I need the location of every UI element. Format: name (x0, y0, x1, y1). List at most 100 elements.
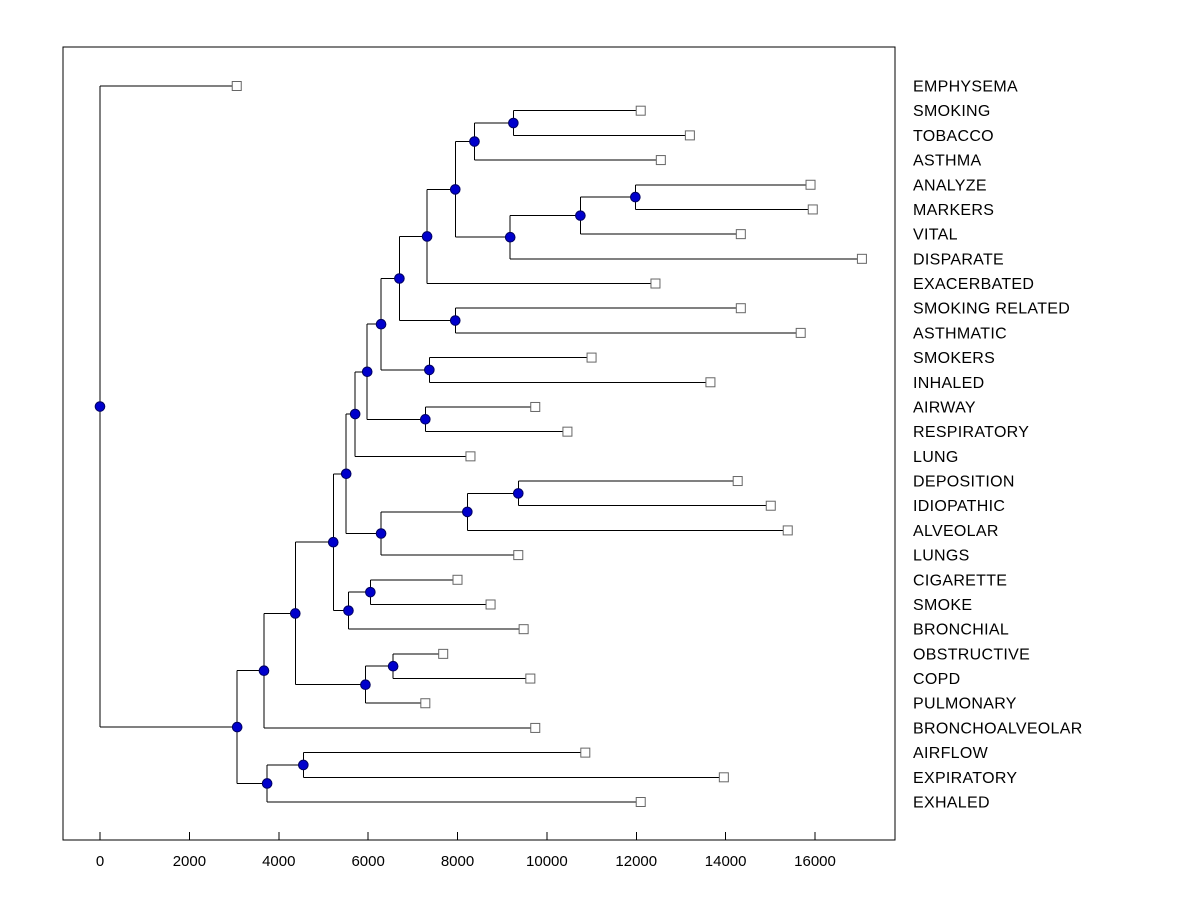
leaf-marker-square (530, 722, 541, 733)
leaf-label: IDIOPATHIC (913, 498, 1005, 515)
leaf-label: SMOKING RELATED (913, 301, 1070, 318)
leaf-marker-square (705, 377, 716, 388)
leaf-label: ASTHMATIC (913, 325, 1007, 342)
leaf-marker-square (684, 130, 695, 141)
cluster-node-marker (349, 408, 361, 420)
leaf-marker-square (856, 253, 867, 264)
leaf-label: EXACERBATED (913, 276, 1034, 293)
leaf-marker-square (807, 204, 818, 215)
leaf-marker-square (718, 772, 729, 783)
plot-box (62, 46, 896, 841)
cluster-node-marker (94, 401, 106, 412)
cluster-node-marker (449, 315, 461, 326)
leaf-marker-square (655, 155, 666, 166)
cluster-node-marker (375, 528, 387, 539)
cluster-node-marker (469, 136, 480, 147)
cluster-node-marker (289, 608, 301, 619)
leaf-label: MARKERS (913, 202, 994, 219)
leaf-label: EXPIRATORY (913, 770, 1017, 787)
leaf-marker-square (562, 426, 573, 437)
leaf-marker-square (452, 574, 463, 585)
cluster-node-marker (421, 231, 433, 242)
cluster-node-marker (504, 231, 516, 243)
leaf-marker-square (231, 81, 242, 91)
leaf-label: LUNGS (913, 548, 970, 565)
leaf-label: AIRFLOW (913, 745, 989, 762)
cluster-node-marker (387, 660, 399, 672)
leaf-label: VITAL (913, 227, 958, 244)
leaf-label: AIRWAY (913, 399, 976, 416)
leaf-marker-square (635, 105, 646, 116)
leaf-marker-square (805, 179, 816, 190)
leaf-marker-square (530, 401, 541, 412)
leaf-marker-square (586, 352, 597, 363)
leaf-marker-square (485, 599, 496, 610)
cluster-node-marker (343, 605, 354, 616)
leaf-label: ASTHMA (913, 153, 981, 170)
leaf-label: EXHALED (913, 795, 990, 812)
x-tick-label: 2000 (173, 853, 206, 870)
leaf-label: BRONCHIAL (913, 622, 1009, 639)
leaf-marker-square (735, 303, 746, 314)
cluster-node-marker (361, 366, 373, 378)
cluster-node-marker (258, 665, 270, 677)
leaf-label: LUNG (913, 449, 959, 466)
leaf-label: SMOKERS (913, 350, 995, 367)
leaf-marker-square (518, 624, 529, 635)
leaf-label: INHALED (913, 375, 984, 392)
leaf-marker-square (438, 648, 449, 659)
leaf-marker-square (782, 525, 793, 536)
leaf-marker-square (420, 698, 431, 709)
cluster-node-marker (360, 679, 371, 691)
leaf-label: OBSTRUCTIVE (913, 646, 1030, 663)
cluster-node-marker (512, 488, 524, 499)
leaf-marker-square (765, 500, 776, 511)
leaf-label: EMPHYSEMA (913, 79, 1018, 96)
cluster-node-marker (575, 210, 586, 221)
leaf-marker-square (635, 797, 646, 807)
cluster-node-marker (298, 759, 309, 771)
leaf-marker-square (513, 550, 524, 561)
leaf-label: ALVEOLAR (913, 523, 999, 540)
cluster-node-marker (630, 191, 641, 203)
leaf-marker-square (465, 451, 476, 462)
cluster-node-marker (449, 184, 461, 195)
leaf-label: RESPIRATORY (913, 424, 1029, 441)
x-tick-label: 6000 (351, 853, 384, 870)
cluster-node-marker (394, 273, 405, 284)
cluster-node-marker (424, 364, 435, 376)
cluster-node-marker (231, 721, 243, 733)
x-tick-label: 14000 (705, 853, 747, 870)
leaf-label: SMOKE (913, 597, 972, 614)
x-tick-label: 8000 (441, 853, 474, 870)
x-tick-label: 10000 (526, 853, 568, 870)
leaf-label: TOBACCO (913, 128, 994, 145)
leaf-marker-square (580, 747, 591, 758)
leaf-label: SMOKING (913, 103, 991, 120)
cluster-node-marker (365, 586, 376, 598)
leaf-marker-square (525, 673, 536, 684)
leaf-marker-square (735, 229, 746, 240)
leaf-label: COPD (913, 671, 960, 688)
cluster-node-marker (462, 506, 473, 518)
x-tick-label: 4000 (262, 853, 295, 870)
leaf-marker-square (795, 327, 806, 338)
cluster-node-marker (261, 778, 273, 789)
leaf-label: BRONCHOALVEOLAR (913, 720, 1083, 737)
cluster-node-marker (375, 318, 387, 330)
leaf-label: PULMONARY (913, 696, 1017, 713)
cluster-node-marker (420, 414, 431, 425)
cluster-node-marker (327, 536, 339, 548)
cluster-node-marker (340, 468, 352, 480)
cluster-node-marker (508, 117, 519, 129)
leaf-marker-square (650, 278, 661, 289)
leaf-label: DISPARATE (913, 251, 1004, 268)
leaf-label: CIGARETTE (913, 572, 1007, 589)
leaf-label: ANALYZE (913, 177, 987, 194)
leaf-label: DEPOSITION (913, 474, 1015, 491)
leaf-marker-square (732, 476, 743, 487)
x-tick-label: 12000 (615, 853, 657, 870)
x-tick-label: 0 (96, 853, 104, 870)
